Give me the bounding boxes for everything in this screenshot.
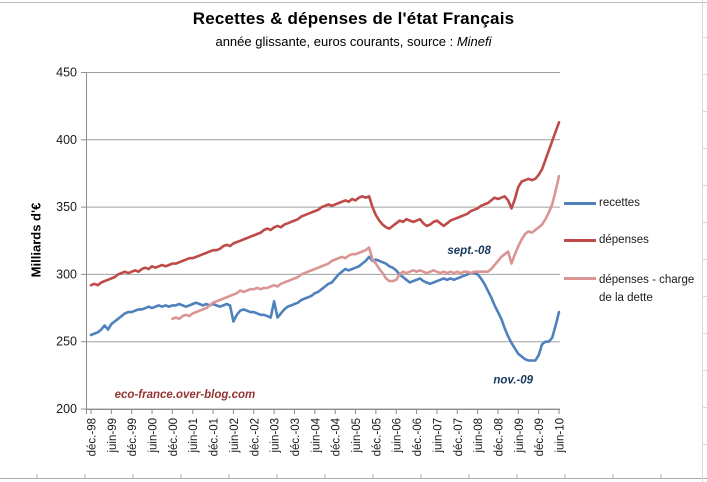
chart-title: Recettes & dépenses de l'état Français: [192, 9, 515, 28]
svg-text:juin-09: juin-09: [514, 418, 526, 454]
svg-text:450: 450: [56, 66, 77, 80]
svg-text:juin-05: juin-05: [351, 418, 363, 454]
legend-item-depenses: dépenses: [564, 234, 649, 246]
svg-text:250: 250: [56, 335, 77, 349]
svg-text:juin-03: juin-03: [270, 418, 282, 454]
svg-text:nov.-09: nov.-09: [493, 374, 533, 386]
svg-text:400: 400: [56, 133, 77, 147]
gridlines: [86, 72, 560, 410]
svg-text:juin-07: juin-07: [432, 418, 444, 454]
svg-text:sept.-08: sept.-08: [447, 245, 491, 257]
legend-swatch-depenses: [564, 238, 596, 242]
svg-text:eco-france.over-blog.com: eco-france.over-blog.com: [115, 389, 256, 401]
legend-item-recettes: recettes: [564, 197, 640, 209]
svg-text:déc.-02: déc.-02: [249, 418, 261, 456]
svg-text:juin-06: juin-06: [392, 418, 404, 454]
svg-text:juin-08: juin-08: [473, 418, 485, 454]
svg-text:déc.-03: déc.-03: [290, 418, 302, 456]
legend-swatch-depenses-hors-dette: [564, 277, 596, 280]
svg-text:juin-01: juin-01: [188, 418, 200, 454]
svg-text:juin-10: juin-10: [555, 418, 567, 454]
legend-label-depenses-hors-dette: dépenses - charge de la dette: [599, 274, 695, 304]
legend-label-recettes: recettes: [599, 197, 640, 209]
chart-subtitle-text: année glissante, euros courants, source …: [215, 34, 457, 49]
legend-item-depenses-hors-dette: dépenses - charge de la dette: [564, 271, 703, 307]
svg-text:juin-99: juin-99: [107, 418, 119, 454]
chart-subtitle: année glissante, euros courants, source …: [0, 34, 707, 49]
svg-text:200: 200: [56, 402, 77, 416]
series-d-penses: [89, 121, 561, 287]
axes: [81, 72, 560, 414]
svg-text:déc.-01: déc.-01: [209, 418, 221, 456]
chart-subtitle-source: Minefi: [456, 34, 492, 49]
x-axis-tick-labels: déc.-98 juin-99 déc.-99 juin-00 déc.-00 juin-…: [87, 417, 567, 456]
series-recettes: [89, 255, 561, 362]
legend-swatch-recettes: [564, 201, 596, 205]
svg-text:déc.-06: déc.-06: [412, 418, 424, 456]
plot-annotations: sept.-08 nov.-09 eco-france.over-blog.com: [115, 245, 534, 401]
legend-label-depenses: dépenses: [599, 234, 649, 246]
svg-text:déc.-00: déc.-00: [168, 418, 180, 456]
svg-text:déc.-98: déc.-98: [87, 418, 99, 456]
y-axis-title: Milliards d'€: [28, 202, 44, 278]
svg-text:350: 350: [56, 200, 77, 214]
series-d-penses-charge-de-la-dette: [171, 174, 561, 321]
svg-text:déc.-05: déc.-05: [371, 418, 383, 456]
svg-text:déc.-04: déc.-04: [331, 417, 343, 456]
svg-text:juin-04: juin-04: [310, 417, 322, 453]
y-axis-tick-labels: 200 250 300 350 400 450: [56, 66, 77, 417]
svg-text:300: 300: [56, 267, 77, 281]
svg-text:déc.-09: déc.-09: [534, 418, 546, 456]
svg-text:juin-00: juin-00: [148, 418, 160, 454]
svg-text:déc.-99: déc.-99: [127, 418, 139, 456]
svg-text:déc.-08: déc.-08: [493, 418, 505, 456]
svg-text:juin-02: juin-02: [229, 418, 241, 454]
svg-text:déc.-07: déc.-07: [453, 418, 465, 456]
